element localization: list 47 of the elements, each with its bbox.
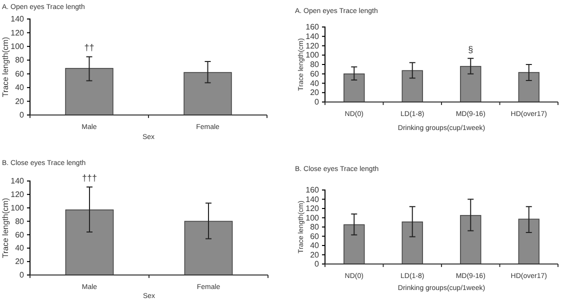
bar [518, 72, 540, 102]
annotation: †† [84, 42, 94, 53]
y-tick-label: 60 [310, 69, 320, 78]
y-tick-label: 140 [306, 32, 320, 41]
y-tick-label: 0 [314, 260, 320, 269]
y-tick-label: 140 [10, 176, 25, 186]
y-tick-label: 120 [306, 204, 320, 214]
bar [460, 215, 482, 264]
y-tick-label: 20 [15, 257, 25, 266]
y-tick-label: 40 [310, 241, 320, 250]
y-tick-label: 40 [15, 83, 25, 92]
bar [344, 73, 365, 102]
y-tick-label: 0 [20, 270, 25, 280]
y-tick-label: 40 [310, 78, 320, 88]
y-tick-label: 100 [10, 42, 25, 51]
y-tick-label: 80 [310, 60, 320, 70]
bar [402, 222, 423, 264]
y-axis-title: Trace length(cm) [1, 36, 10, 98]
y-tick-label: 80 [15, 216, 25, 226]
y-tick-label: 0 [20, 110, 25, 120]
y-tick-label: 80 [15, 56, 25, 65]
y-tick-label: 20 [15, 96, 25, 106]
y-tick-label: 160 [306, 186, 320, 195]
y-tick-label: 120 [10, 190, 25, 199]
bar [518, 218, 540, 264]
y-tick-label: 40 [15, 244, 25, 253]
y-tick-label: 100 [306, 50, 320, 60]
y-axis-title: Trace length(cm) [1, 198, 10, 258]
y-tick-label: 60 [310, 232, 320, 241]
y-tick-label: 100 [306, 213, 320, 222]
y-tick-label: 0 [314, 98, 320, 107]
y-tick-label: 120 [10, 28, 25, 38]
y-tick-label: 100 [10, 203, 25, 212]
y-tick-label: 160 [306, 22, 320, 32]
y-tick-label: 140 [306, 194, 320, 204]
bar [402, 70, 423, 102]
y-tick-label: 60 [15, 230, 25, 240]
annotation: § [468, 44, 474, 54]
bar [460, 66, 482, 102]
y-tick-label: 60 [15, 69, 25, 78]
y-tick-label: 120 [306, 41, 320, 50]
y-tick-label: 80 [310, 222, 320, 232]
y-tick-label: 20 [310, 250, 320, 260]
y-tick-label: 20 [310, 88, 320, 98]
y-tick-label: 140 [10, 14, 25, 24]
bar [344, 224, 365, 264]
annotation: ††† [82, 173, 98, 184]
